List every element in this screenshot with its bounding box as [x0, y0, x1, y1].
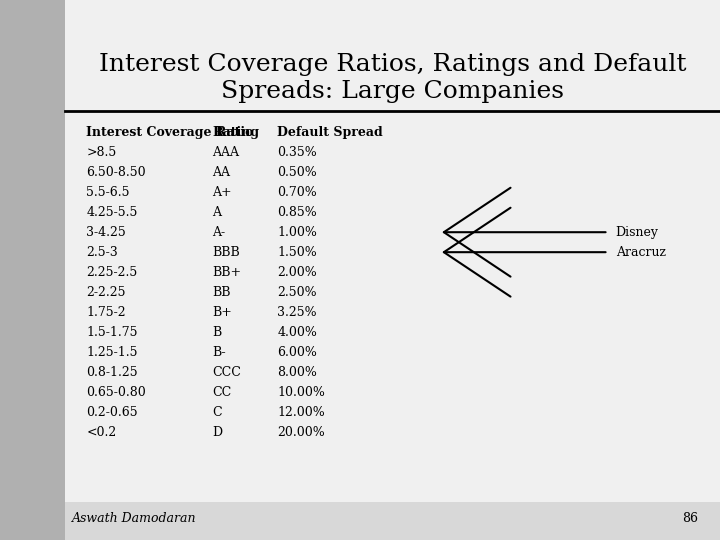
Text: BB: BB [212, 286, 231, 299]
Text: Rating: Rating [212, 126, 259, 139]
Text: 20.00%: 20.00% [277, 426, 325, 438]
Text: >8.5: >8.5 [86, 146, 117, 159]
Text: Aswath Damodaran: Aswath Damodaran [72, 512, 197, 525]
Text: 2.5-3: 2.5-3 [86, 246, 118, 259]
Text: C: C [212, 406, 222, 419]
Text: Spreads: Large Companies: Spreads: Large Companies [221, 80, 564, 103]
Text: AAA: AAA [212, 146, 239, 159]
Text: A-: A- [212, 226, 225, 239]
Text: 0.35%: 0.35% [277, 146, 317, 159]
Text: 2-2.25: 2-2.25 [86, 286, 126, 299]
Text: 0.70%: 0.70% [277, 186, 317, 199]
Text: 0.8-1.25: 0.8-1.25 [86, 366, 138, 379]
Text: 5.5-6.5: 5.5-6.5 [86, 186, 130, 199]
Text: 1.5-1.75: 1.5-1.75 [86, 326, 138, 339]
Text: 8.00%: 8.00% [277, 366, 317, 379]
Text: 1.00%: 1.00% [277, 226, 317, 239]
Text: 6.00%: 6.00% [277, 346, 317, 359]
Text: 1.75-2: 1.75-2 [86, 306, 126, 319]
Text: 86: 86 [683, 512, 698, 525]
Text: <0.2: <0.2 [86, 426, 117, 438]
Text: AA: AA [212, 166, 230, 179]
Text: Interest Coverage Ratio: Interest Coverage Ratio [86, 126, 253, 139]
Text: 6.50-8.50: 6.50-8.50 [86, 166, 146, 179]
Text: 2.50%: 2.50% [277, 286, 317, 299]
Text: A+: A+ [212, 186, 232, 199]
Text: 1.25-1.5: 1.25-1.5 [86, 346, 138, 359]
Text: 0.2-0.65: 0.2-0.65 [86, 406, 138, 419]
Text: 10.00%: 10.00% [277, 386, 325, 399]
Text: BBB: BBB [212, 246, 240, 259]
Text: 0.65-0.80: 0.65-0.80 [86, 386, 146, 399]
Text: Default Spread: Default Spread [277, 126, 383, 139]
Text: A: A [212, 206, 222, 219]
Text: D: D [212, 426, 222, 438]
Text: 2.25-2.5: 2.25-2.5 [86, 266, 138, 279]
Text: B: B [212, 326, 222, 339]
Text: 3.25%: 3.25% [277, 306, 317, 319]
Text: B+: B+ [212, 306, 233, 319]
Text: 0.85%: 0.85% [277, 206, 317, 219]
Text: 4.25-5.5: 4.25-5.5 [86, 206, 138, 219]
Text: CCC: CCC [212, 366, 241, 379]
Text: 1.50%: 1.50% [277, 246, 317, 259]
Text: Disney: Disney [616, 226, 659, 239]
Text: 2.00%: 2.00% [277, 266, 317, 279]
Text: 4.00%: 4.00% [277, 326, 317, 339]
Text: Aracruz: Aracruz [616, 246, 665, 259]
Text: 12.00%: 12.00% [277, 406, 325, 419]
Text: 3-4.25: 3-4.25 [86, 226, 126, 239]
Text: CC: CC [212, 386, 232, 399]
Text: Interest Coverage Ratios, Ratings and Default: Interest Coverage Ratios, Ratings and De… [99, 53, 686, 76]
Text: BB+: BB+ [212, 266, 241, 279]
Text: B-: B- [212, 346, 226, 359]
Text: 0.50%: 0.50% [277, 166, 317, 179]
